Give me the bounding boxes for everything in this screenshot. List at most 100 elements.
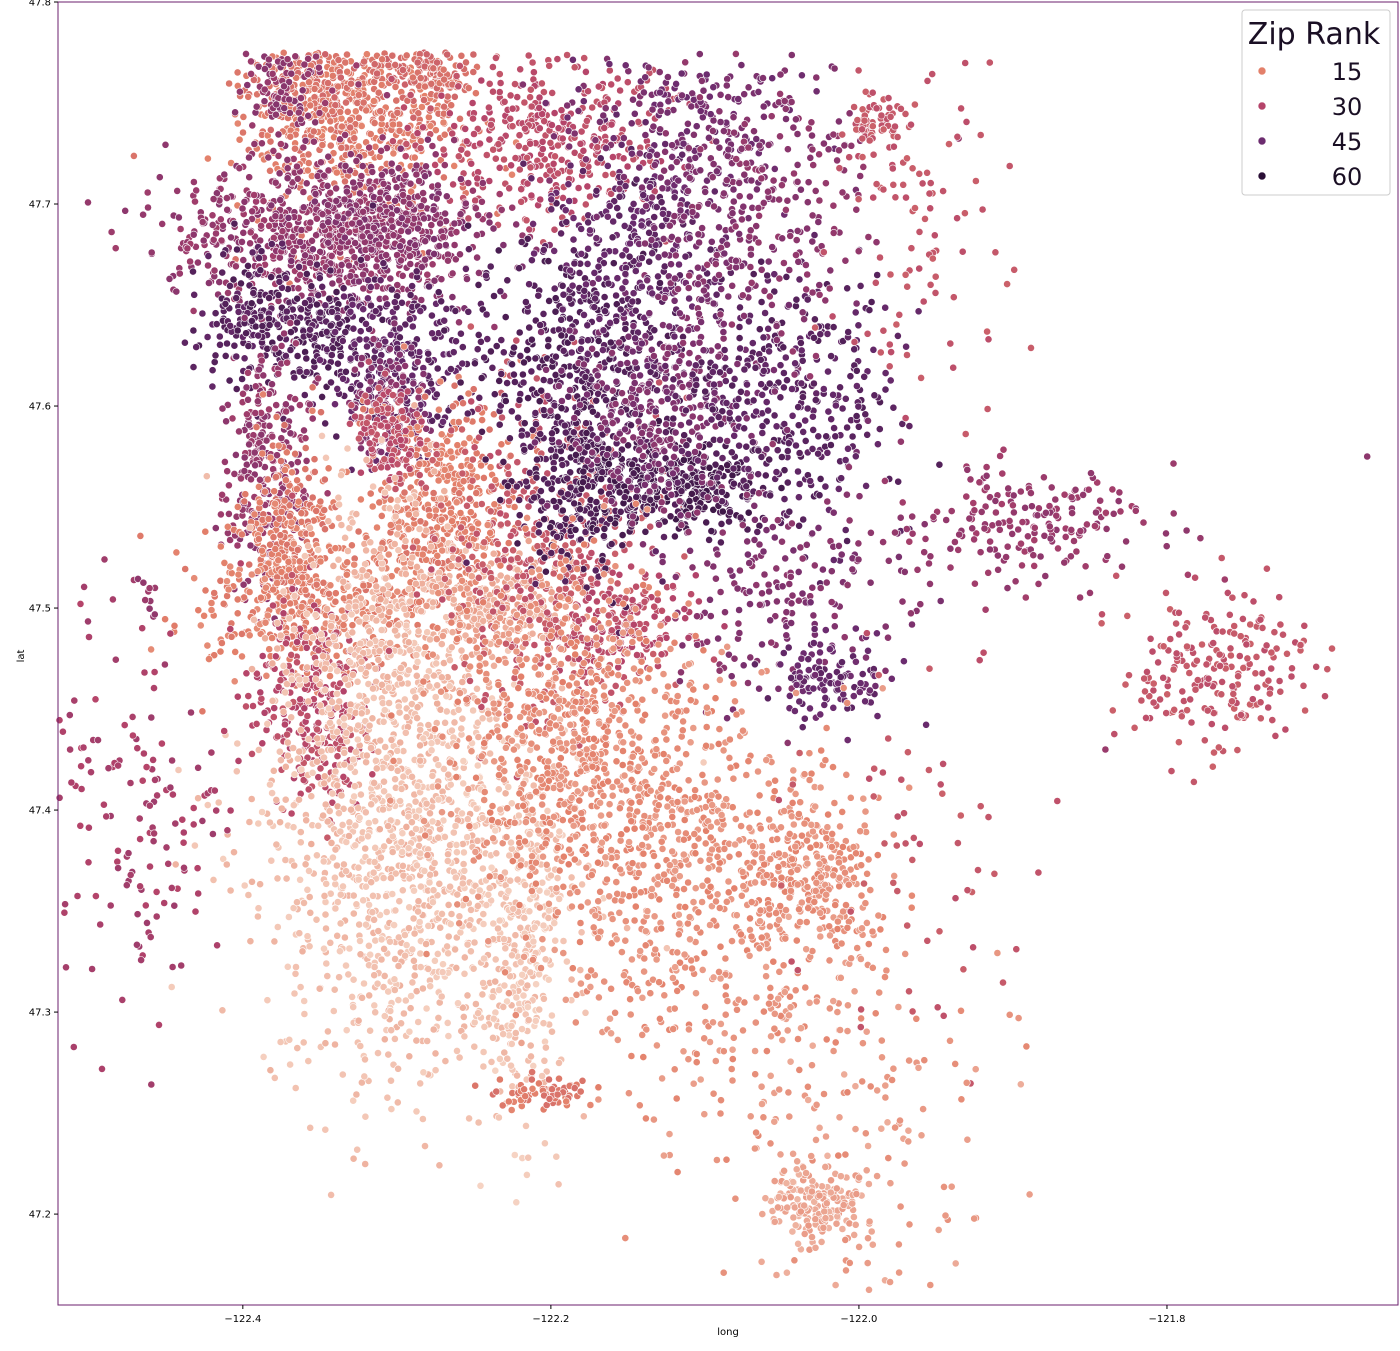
data-point xyxy=(406,291,415,299)
data-point xyxy=(607,120,616,129)
data-point xyxy=(377,512,386,520)
data-point xyxy=(283,55,292,64)
data-point xyxy=(402,51,411,60)
data-point xyxy=(307,282,316,291)
data-point xyxy=(263,720,272,728)
data-point xyxy=(339,284,348,293)
data-point xyxy=(293,546,302,554)
data-point xyxy=(391,196,399,205)
data-point xyxy=(257,430,266,439)
data-point xyxy=(409,379,418,388)
data-point xyxy=(489,87,497,96)
data-point xyxy=(526,93,534,102)
data-point xyxy=(287,651,296,659)
data-point xyxy=(332,432,341,441)
data-point xyxy=(384,193,393,202)
data-point xyxy=(208,220,217,229)
data-point xyxy=(306,259,314,267)
data-point xyxy=(427,221,436,229)
data-point xyxy=(284,213,293,222)
data-point xyxy=(216,340,224,349)
data-point xyxy=(256,593,265,602)
data-point xyxy=(474,519,482,528)
data-point xyxy=(286,132,295,141)
data-point xyxy=(275,169,284,178)
data-point xyxy=(391,485,400,493)
data-point xyxy=(341,130,349,139)
data-point xyxy=(406,252,414,260)
data-point xyxy=(265,645,274,654)
data-point xyxy=(190,290,199,299)
data-point xyxy=(400,488,409,497)
data-point xyxy=(325,589,333,598)
data-point xyxy=(473,253,481,262)
data-point xyxy=(265,221,273,230)
data-point xyxy=(347,401,356,410)
data-point xyxy=(251,409,260,417)
data-point xyxy=(381,743,390,751)
data-point xyxy=(356,495,365,504)
data-point xyxy=(398,407,406,415)
data-point xyxy=(574,184,583,192)
data-point xyxy=(224,481,233,490)
data-point xyxy=(417,296,426,304)
data-point xyxy=(563,51,571,59)
data-point xyxy=(306,325,314,334)
data-point xyxy=(384,404,393,413)
data-point xyxy=(456,210,465,219)
data-point xyxy=(327,378,335,387)
data-point xyxy=(549,159,558,168)
data-point xyxy=(423,135,432,144)
data-point xyxy=(268,69,277,78)
data-point xyxy=(283,164,292,173)
data-point xyxy=(535,93,544,102)
data-point xyxy=(507,161,515,170)
data-point xyxy=(293,476,301,485)
data-point xyxy=(204,252,213,260)
data-point xyxy=(277,341,286,350)
data-point xyxy=(384,61,393,70)
data-point xyxy=(299,143,308,152)
data-point xyxy=(251,461,259,470)
data-point xyxy=(510,503,519,511)
data-point xyxy=(324,238,333,247)
data-point xyxy=(299,188,308,196)
data-point xyxy=(242,410,251,419)
data-point xyxy=(269,533,278,542)
data-point xyxy=(408,322,417,331)
data-point xyxy=(316,557,325,566)
data-point xyxy=(269,713,278,721)
data-point xyxy=(450,122,459,130)
data-point xyxy=(313,172,322,180)
data-point xyxy=(341,177,349,186)
data-point xyxy=(246,239,254,248)
data-point xyxy=(189,326,198,335)
data-point xyxy=(331,597,340,606)
data-point xyxy=(395,333,404,342)
data-point xyxy=(427,79,436,88)
data-point xyxy=(245,560,254,569)
data-point xyxy=(387,285,396,294)
data-point xyxy=(276,140,285,148)
data-point xyxy=(331,400,339,409)
data-point xyxy=(616,86,624,95)
data-point xyxy=(266,453,275,462)
data-point xyxy=(302,269,311,278)
data-point xyxy=(535,104,544,112)
data-point xyxy=(422,50,431,59)
data-point xyxy=(609,153,617,161)
data-point xyxy=(389,120,397,129)
data-point xyxy=(243,81,252,89)
data-point xyxy=(279,587,288,596)
data-point xyxy=(548,121,556,129)
data-point xyxy=(433,364,442,373)
data-point xyxy=(339,773,348,781)
data-point xyxy=(380,225,389,234)
data-point xyxy=(358,232,367,241)
data-point xyxy=(334,82,342,91)
data-point xyxy=(241,490,250,499)
data-point xyxy=(316,764,325,773)
data-point xyxy=(452,498,461,507)
data-point xyxy=(221,351,230,360)
data-point xyxy=(249,289,258,297)
